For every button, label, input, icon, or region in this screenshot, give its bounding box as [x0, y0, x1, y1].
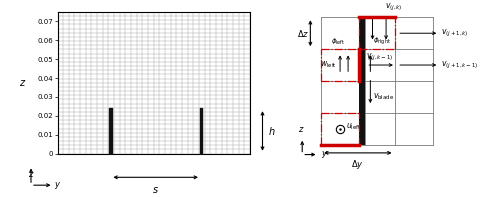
- Text: $v_{\rm blade}$: $v_{\rm blade}$: [373, 92, 394, 102]
- Text: $v_{(j+1,k-1)}$: $v_{(j+1,k-1)}$: [440, 59, 478, 71]
- Text: $y$: $y$: [321, 149, 328, 160]
- Text: $z$: $z$: [298, 125, 304, 135]
- Text: $z$: $z$: [19, 78, 26, 88]
- Text: $\phi_{\rm left}$: $\phi_{\rm left}$: [331, 37, 345, 47]
- Text: $y$: $y$: [54, 180, 62, 191]
- Text: $\Delta y$: $\Delta y$: [352, 158, 364, 171]
- Text: $v_{(j+1,k)}$: $v_{(j+1,k)}$: [440, 28, 468, 39]
- Text: $s$: $s$: [152, 185, 159, 195]
- Bar: [359, 17, 365, 145]
- Text: $v_{(j,k-1)}$: $v_{(j,k-1)}$: [366, 52, 393, 63]
- Text: $w_{\rm left}$: $w_{\rm left}$: [320, 60, 338, 70]
- Text: $\Delta z$: $\Delta z$: [296, 28, 309, 39]
- Text: $z$: $z$: [28, 170, 34, 179]
- Text: $v_{(j,k)}$: $v_{(j,k)}$: [384, 2, 402, 13]
- Text: $h$: $h$: [268, 125, 275, 137]
- Text: $\phi_{\rm right}$: $\phi_{\rm right}$: [373, 36, 391, 47]
- Text: $u_{\rm left}$: $u_{\rm left}$: [346, 122, 361, 132]
